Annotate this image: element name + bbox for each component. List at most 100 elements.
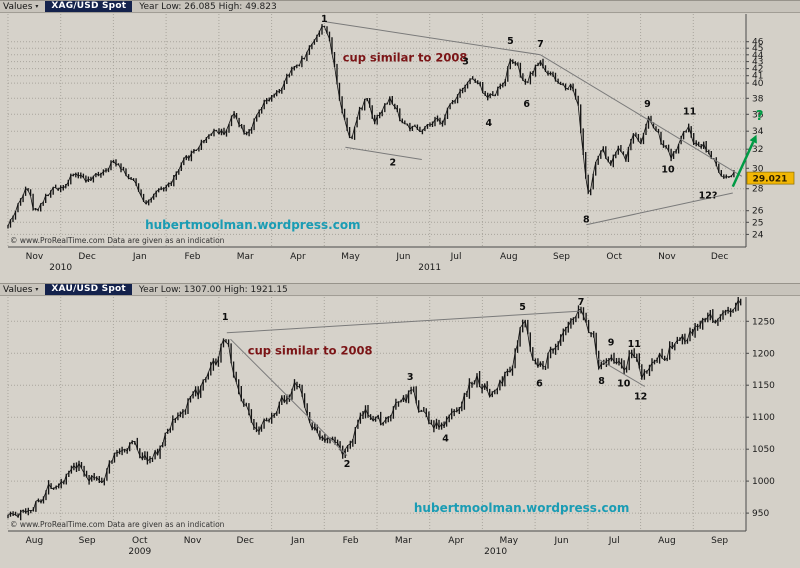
svg-text:Jun: Jun <box>553 536 568 546</box>
wave-count-labels: 1 2 3 4 5 6 7 8 9 10 11 12? <box>321 14 717 225</box>
svg-text:6: 6 <box>523 99 530 110</box>
values-label: Values <box>3 284 33 295</box>
svg-text:6: 6 <box>536 379 543 390</box>
svg-text:Jan: Jan <box>290 536 305 546</box>
silver-chart-panel: Values ▾ XAG/USD Spot Year Low: 26.085 H… <box>0 0 800 283</box>
last-price-badge: 29.021 <box>746 171 795 185</box>
copyright-note: © www.ProRealTime.com Data are given as … <box>10 236 225 245</box>
svg-text:Apr: Apr <box>290 252 306 262</box>
svg-text:45: 45 <box>752 44 763 54</box>
svg-text:Aug: Aug <box>658 536 676 546</box>
svg-text:11: 11 <box>683 106 696 117</box>
svg-text:46: 46 <box>752 38 764 48</box>
svg-text:5: 5 <box>519 302 526 313</box>
svg-text:25: 25 <box>752 218 763 228</box>
time-axis-labels: Aug Sep Oct Nov Dec Jan Feb Mar Apr May Jun Jul Aug S… <box>26 536 729 557</box>
price-line <box>7 298 742 518</box>
svg-text:12?: 12? <box>699 190 718 201</box>
values-menu[interactable]: Values ▾ <box>3 2 38 12</box>
svg-text:28: 28 <box>752 185 764 195</box>
plot-area <box>8 14 746 247</box>
svg-text:Sep: Sep <box>79 536 96 546</box>
svg-text:26: 26 <box>752 207 764 217</box>
svg-text:1100: 1100 <box>752 413 775 423</box>
svg-text:1200: 1200 <box>752 349 775 359</box>
svg-text:12: 12 <box>634 391 647 402</box>
price-line <box>7 25 735 227</box>
instrument-label-gold[interactable]: XAU/USD Spot <box>45 284 132 295</box>
svg-text:10: 10 <box>661 164 675 175</box>
svg-text:Apr: Apr <box>448 536 464 546</box>
svg-text:Nov: Nov <box>26 252 44 262</box>
axes <box>8 297 747 532</box>
svg-text:Aug: Aug <box>26 536 44 546</box>
svg-text:32: 32 <box>752 145 763 155</box>
svg-text:41: 41 <box>752 72 763 82</box>
values-menu[interactable]: Values ▾ <box>3 285 38 295</box>
question-mark-label: ? <box>756 109 764 124</box>
svg-text:9: 9 <box>644 99 651 110</box>
year-range-label-silver: Year Low: 26.085 High: 49.823 <box>139 1 277 12</box>
breakout-arrow: ? <box>731 109 764 188</box>
svg-text:42: 42 <box>752 65 763 75</box>
trendlines <box>226 310 646 456</box>
svg-text:1: 1 <box>321 14 328 25</box>
svg-text:4: 4 <box>485 118 492 129</box>
svg-text:950: 950 <box>752 509 769 519</box>
trendlines <box>325 21 743 226</box>
svg-text:1: 1 <box>222 312 229 323</box>
svg-text:29.021: 29.021 <box>753 175 788 185</box>
instrument-label-silver[interactable]: XAG/USD Spot <box>45 1 133 12</box>
svg-text:1050: 1050 <box>752 445 775 455</box>
watermark: hubertmoolman.wordpress.com <box>145 218 360 232</box>
svg-text:2010: 2010 <box>49 263 72 273</box>
svg-text:3: 3 <box>462 56 469 67</box>
svg-text:Oct: Oct <box>606 252 622 262</box>
silver-chart-header: Values ▾ XAG/USD Spot Year Low: 26.085 H… <box>0 0 800 13</box>
svg-text:5: 5 <box>507 36 514 47</box>
svg-text:2: 2 <box>389 157 396 168</box>
svg-text:34: 34 <box>752 127 764 137</box>
gridlines <box>7 14 747 247</box>
svg-text:Feb: Feb <box>185 252 201 262</box>
svg-text:Nov: Nov <box>658 252 676 262</box>
chevron-down-icon: ▾ <box>35 285 39 293</box>
svg-text:Jan: Jan <box>132 252 147 262</box>
svg-text:8: 8 <box>583 214 590 225</box>
svg-text:Oct: Oct <box>132 536 148 546</box>
svg-text:1000: 1000 <box>752 477 775 487</box>
svg-text:Sep: Sep <box>711 536 728 546</box>
svg-text:Mar: Mar <box>237 252 254 262</box>
svg-text:May: May <box>341 252 360 262</box>
year-range-label-gold: Year Low: 1307.00 High: 1921.15 <box>138 284 288 295</box>
svg-text:36: 36 <box>752 110 764 120</box>
values-label: Values <box>3 1 33 12</box>
svg-text:Nov: Nov <box>184 536 202 546</box>
svg-text:7: 7 <box>537 39 544 50</box>
svg-text:9: 9 <box>608 338 615 349</box>
price-axis-labels: 1250 1200 1150 1100 1050 1000 950 <box>746 317 775 519</box>
svg-text:Jul: Jul <box>450 252 462 262</box>
cup-annotation: cup similar to 2008 <box>343 51 468 65</box>
svg-text:2: 2 <box>344 459 351 470</box>
svg-text:7: 7 <box>578 297 585 308</box>
gold-chart-header: Values ▾ XAU/USD Spot Year Low: 1307.00 … <box>0 283 800 296</box>
svg-text:Dec: Dec <box>78 252 95 262</box>
svg-text:24: 24 <box>752 230 764 240</box>
cup-annotation: cup similar to 2008 <box>248 344 373 358</box>
svg-text:Feb: Feb <box>343 536 359 546</box>
svg-text:Dec: Dec <box>236 536 253 546</box>
svg-text:Dec: Dec <box>711 252 728 262</box>
svg-text:Jul: Jul <box>608 536 620 546</box>
copyright-note: © www.ProRealTime.com Data are given as … <box>10 520 225 529</box>
svg-text:2009: 2009 <box>128 547 151 557</box>
svg-text:Mar: Mar <box>395 536 412 546</box>
svg-text:2011: 2011 <box>418 263 441 273</box>
svg-text:2010: 2010 <box>484 547 507 557</box>
svg-text:May: May <box>499 536 518 546</box>
svg-text:1150: 1150 <box>752 381 775 391</box>
gold-price-chart: 1250 1200 1150 1100 1050 1000 950 Aug Sep Oct Nov D… <box>7 297 775 557</box>
